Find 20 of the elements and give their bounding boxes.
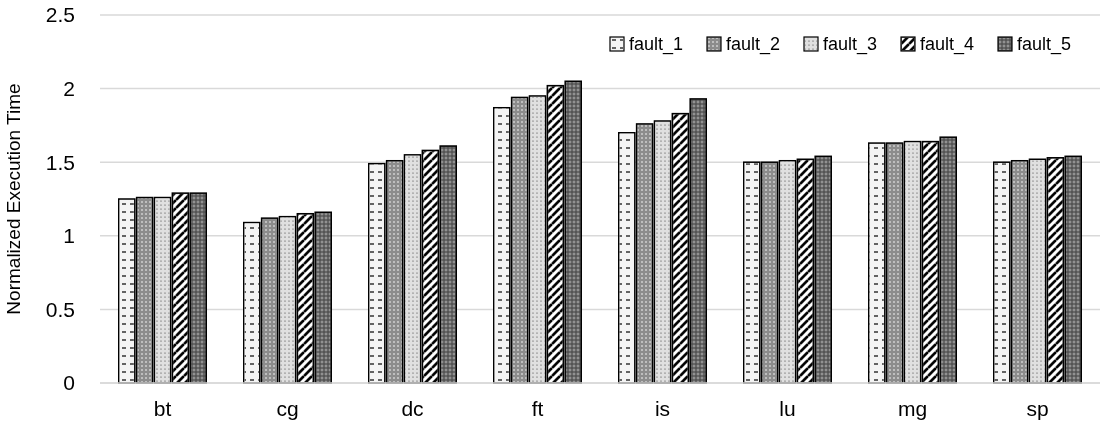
legend-label: fault_1 <box>629 34 684 56</box>
legend-label: fault_2 <box>726 34 781 56</box>
x-tick-label: is <box>654 397 671 420</box>
x-tick-label: dc <box>401 397 424 420</box>
y-tick-label: 0.5 <box>45 297 75 321</box>
x-tick-label: cg <box>276 397 299 420</box>
x-tick-label: mg <box>897 397 928 420</box>
legend-label: fault_5 <box>1017 34 1072 56</box>
x-tick-label: lu <box>779 397 796 420</box>
y-tick-label: 1 <box>63 224 75 248</box>
x-tick-label: sp <box>1026 397 1049 420</box>
x-tick-label: bt <box>153 397 172 420</box>
y-tick-label: 0 <box>63 371 75 395</box>
legend-label: fault_3 <box>823 34 878 56</box>
y-axis-title: Normalized Execution Time <box>3 83 24 315</box>
x-tick-label: ft <box>531 397 544 420</box>
y-tick-label: 2 <box>63 76 75 100</box>
legend-label: fault_4 <box>920 34 975 56</box>
y-tick-label: 1.5 <box>45 150 75 174</box>
y-tick-label: 2.5 <box>45 3 75 27</box>
